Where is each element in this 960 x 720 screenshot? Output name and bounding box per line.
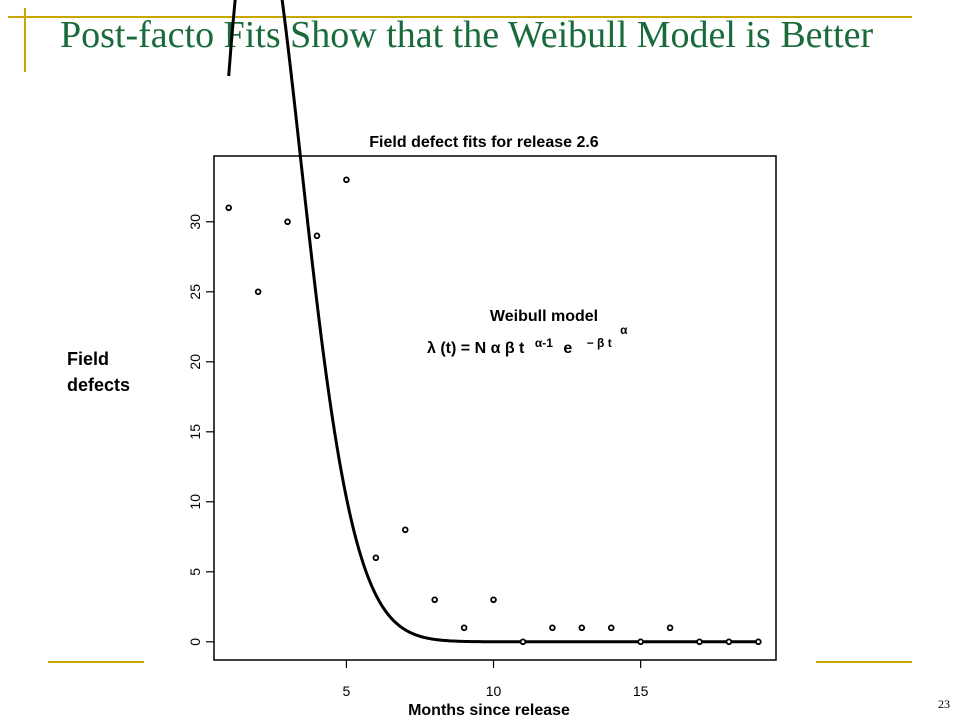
data-point <box>372 554 380 562</box>
plot-frame <box>213 155 777 661</box>
data-point <box>696 638 703 646</box>
weibull-fit-line <box>227 0 759 644</box>
data-point <box>460 624 468 632</box>
y-axis-label-line-2: defects <box>67 375 131 395</box>
data-point <box>313 232 321 240</box>
y-tick-label: 25 <box>187 284 203 300</box>
y-tick-label: 10 <box>187 494 203 510</box>
x-axis-label: Months since release <box>408 702 570 719</box>
y-axis-label: Field defects <box>67 346 130 398</box>
data-point <box>607 624 615 632</box>
data-point <box>725 638 733 646</box>
y-tick-label: 30 <box>187 214 203 230</box>
page-number: 23 <box>938 697 950 711</box>
x-tick-label: 5 <box>343 683 351 699</box>
data-point <box>549 624 556 632</box>
formula-e: e <box>563 340 572 357</box>
data-point <box>254 288 262 296</box>
data-point <box>284 218 291 226</box>
y-axis-label-line-1: Field <box>67 349 110 369</box>
chart-title: Field defect fits for release 2.6 <box>369 134 599 151</box>
formula-main: λ (t) = N α β t <box>427 340 525 357</box>
x-axis: 5 10 15 <box>343 660 649 699</box>
x-tick-label: 15 <box>633 683 649 699</box>
y-tick-label: 20 <box>187 354 203 370</box>
data-point <box>225 204 233 212</box>
data-point <box>519 638 527 646</box>
formula-exp: − β t <box>587 336 612 350</box>
data-point <box>666 624 674 632</box>
data-point <box>578 624 586 632</box>
formula-sup-exponent: α-1 <box>535 336 553 350</box>
data-point <box>490 596 497 604</box>
y-tick-label: 15 <box>187 424 203 440</box>
footer-right-line <box>816 661 912 663</box>
data-point <box>637 638 644 646</box>
y-tick-label: 5 <box>187 568 203 576</box>
data-point <box>401 526 409 534</box>
accent-horizontal-line <box>8 16 912 18</box>
x-tick-label: 10 <box>486 683 502 699</box>
y-axis: 0 5 10 15 20 25 30 <box>187 214 214 646</box>
y-tick-label: 0 <box>187 638 203 646</box>
footer-left-line <box>48 661 144 663</box>
accent-vertical-line <box>24 8 26 72</box>
annotation-title: Weibull model <box>490 308 598 325</box>
annotation-formula: λ (t) = N α β t α-1 e − β t α <box>427 323 628 357</box>
formula-exp-sup: α <box>620 323 628 337</box>
observed-points <box>225 176 762 646</box>
slide-title: Post-facto Fits Show that the Weibull Mo… <box>60 14 874 56</box>
data-point <box>343 176 350 184</box>
data-point <box>431 596 438 604</box>
data-point <box>755 638 762 646</box>
